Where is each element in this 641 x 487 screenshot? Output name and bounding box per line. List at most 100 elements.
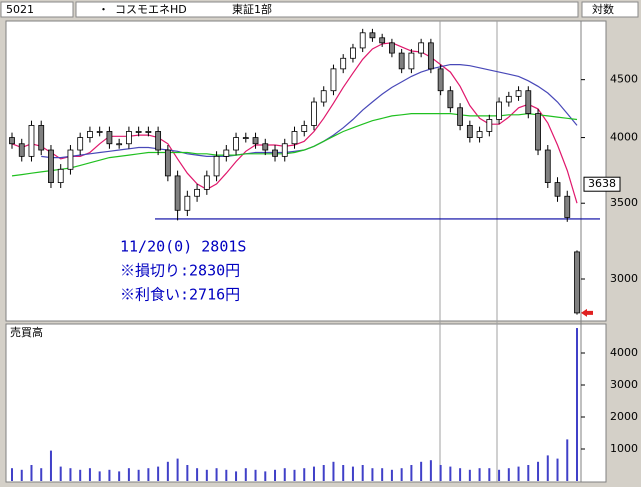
volume-bar (186, 465, 189, 481)
volume-bar (225, 469, 228, 481)
volume-bar (527, 465, 530, 481)
volume-bar (196, 468, 199, 481)
volume-bar (498, 469, 501, 481)
candle-body (38, 125, 45, 151)
volume-bar (11, 468, 13, 481)
volume-bar (303, 468, 306, 481)
volume-bar (40, 468, 43, 481)
candle-body (496, 101, 502, 120)
header-cell (75, 1, 579, 18)
scale-mode: 対数 (592, 2, 614, 16)
candle-body (28, 125, 35, 157)
separator: ・ (98, 3, 109, 16)
y-tick-label: 3500 (610, 196, 638, 209)
volume-bar (20, 469, 23, 481)
volume-bar (478, 468, 481, 481)
y-tick-label: 2000 (610, 410, 638, 423)
candle-body (67, 149, 74, 170)
candle-body (145, 131, 152, 133)
y-tick-label: 3000 (610, 378, 638, 391)
candle-body (116, 143, 123, 146)
volume-bar (488, 468, 491, 481)
volume-bar (264, 471, 267, 481)
stock-code: 5021 (6, 3, 34, 16)
volume-bar (439, 465, 442, 481)
candle-body (535, 113, 541, 151)
volume-bar (400, 468, 403, 481)
volume-bar (127, 468, 130, 481)
volume-bar (351, 466, 354, 481)
volume-panel (5, 323, 607, 483)
volume-bar (429, 460, 432, 481)
volume-bar (147, 468, 150, 481)
candle-body (125, 131, 132, 145)
volume-bar (98, 471, 101, 481)
candle-body (457, 107, 464, 126)
candle-body (87, 131, 93, 138)
volume-bar (371, 468, 374, 481)
volume-bar (537, 461, 540, 481)
last-price-label: 3638 (588, 177, 616, 190)
volume-bar (176, 458, 179, 481)
candle-body (427, 42, 434, 70)
volume-bar (312, 466, 315, 481)
volume-bar (390, 469, 393, 481)
candle-body (48, 149, 54, 183)
candle-body (194, 188, 200, 197)
candle-body (57, 168, 64, 183)
candle-body (213, 155, 220, 177)
candle-body (164, 149, 171, 177)
y-tick-label: 1000 (610, 442, 638, 455)
candle-body (242, 137, 249, 139)
volume-bar (283, 468, 286, 481)
candle-body (525, 90, 532, 114)
candle-body (379, 37, 386, 44)
annotation: ※損切り:2830円 (120, 262, 240, 280)
volume-bar (79, 469, 82, 481)
candle-body (486, 119, 493, 132)
volume-bar (342, 465, 345, 481)
volume-bar (517, 466, 520, 481)
candle-body (515, 90, 522, 97)
volume-title: 売買高 (10, 325, 43, 339)
candle-body (272, 149, 278, 157)
volume-bar (205, 469, 208, 481)
candle-body (135, 131, 142, 133)
stock-name: コスモエネHD (115, 3, 187, 16)
volume-bar (468, 469, 471, 481)
volume-bar (566, 439, 569, 481)
candle-body (466, 125, 473, 138)
market: 東証1部 (232, 2, 272, 16)
price-panel (5, 20, 607, 322)
candle-body (554, 182, 561, 197)
annotation: 11/20(0) 2801S (120, 238, 246, 256)
candle-body (359, 32, 366, 49)
candle-body (447, 90, 454, 109)
volume-bar (449, 466, 452, 481)
candle-body (96, 131, 103, 133)
candle-body (301, 125, 308, 132)
volume-bar (332, 461, 335, 481)
candle-body (564, 195, 571, 218)
volume-bar (137, 469, 140, 481)
volume-bar (361, 465, 364, 481)
candle-body (233, 137, 239, 151)
volume-bar (381, 468, 384, 481)
candle-body (389, 42, 395, 54)
header-cell (581, 1, 639, 18)
volume-bar (459, 468, 462, 481)
candle-body (350, 47, 356, 59)
y-tick-label: 4000 (610, 131, 638, 144)
volume-bar (556, 458, 559, 481)
candle-body (184, 195, 191, 211)
candle-body (574, 251, 580, 314)
candle-body (9, 137, 15, 145)
volume-bar (88, 468, 91, 481)
candle-body (106, 131, 113, 145)
candle-body (174, 175, 181, 211)
volume-bar (254, 469, 257, 481)
volume-bar (507, 468, 510, 481)
volume-bar (118, 471, 121, 481)
candle-body (281, 143, 288, 157)
